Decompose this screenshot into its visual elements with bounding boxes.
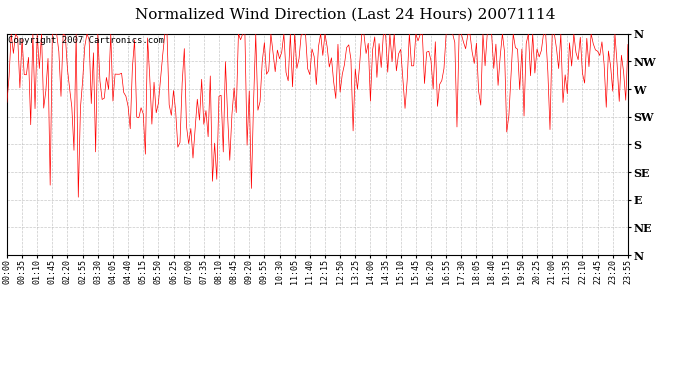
Text: Copyright 2007 Cartronics.com: Copyright 2007 Cartronics.com <box>8 36 164 45</box>
Text: Normalized Wind Direction (Last 24 Hours) 20071114: Normalized Wind Direction (Last 24 Hours… <box>135 8 555 21</box>
